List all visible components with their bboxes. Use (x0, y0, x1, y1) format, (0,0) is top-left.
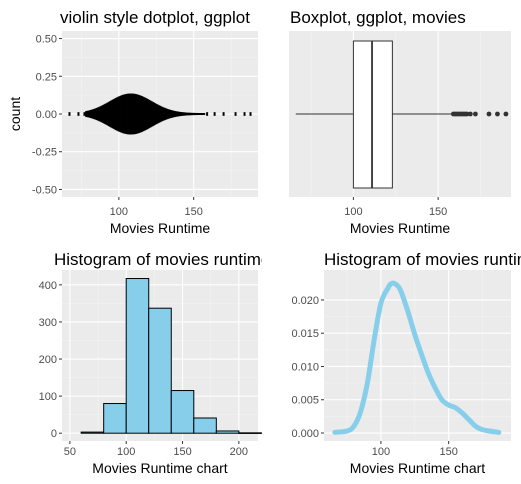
y-tick-label: 0.25 (36, 71, 57, 83)
x-tick-label: 150 (439, 446, 457, 458)
x-axis-label: Movies Runtime (350, 220, 451, 236)
x-tick-label: 100 (110, 206, 128, 218)
y-tick-label: 100 (39, 391, 57, 403)
y-tick-label: 0.00 (36, 109, 57, 121)
y-tick-label: 0.50 (36, 34, 57, 46)
histogram-bar (103, 403, 127, 434)
histogram-panel: 50 100 150 200 0 100 200 300 400 Histogram of mov… (39, 250, 270, 476)
histogram-bar (125, 278, 150, 434)
x-tick-label: 150 (173, 446, 191, 458)
histogram-bar (80, 431, 105, 434)
y-tick-label: 0.010 (291, 361, 319, 373)
y-tick-label: -0.50 (32, 184, 57, 196)
outlier-point (495, 111, 500, 117)
chart-title: violin style dotplot, ggplot (60, 8, 250, 27)
histogram-bar (170, 390, 195, 434)
x-tick-label: 150 (429, 206, 447, 218)
y-tick-label: 0 (51, 428, 57, 440)
x-tick-label: 100 (372, 446, 390, 458)
x-tick-label: 100 (117, 446, 135, 458)
x-axis-label: Movies Runtime chart (92, 460, 227, 476)
panel-background (324, 270, 511, 441)
outlier-point (473, 111, 478, 117)
x-tick-label: 100 (344, 206, 362, 218)
density-line (332, 280, 502, 435)
y-tick-label: -0.25 (32, 147, 57, 159)
x-axis-label: Movies Runtime chart (350, 460, 485, 476)
y-tick-label: 0.000 (291, 428, 319, 440)
outlier-point (486, 111, 492, 117)
x-tick-label: 150 (184, 206, 202, 218)
y-tick-label: 0.020 (291, 295, 319, 307)
x-axis-label: Movies Runtime (110, 220, 211, 236)
chart-title: Histogram of movies runtime (54, 250, 270, 269)
chart-title: Histogram of movies runtime (324, 250, 521, 269)
outlier-point (503, 111, 509, 117)
x-tick-label: 200 (230, 446, 248, 458)
y-tick-label: 300 (39, 317, 57, 329)
density-panel: 100 150 0.000 0.005 0.010 0.015 0.020 Histogram… (291, 250, 521, 476)
chart-title: Boxplot, ggplot, movies (290, 8, 466, 27)
histogram-bar (215, 430, 240, 434)
histogram-bar (238, 432, 262, 434)
histogram-bar (193, 417, 217, 434)
y-tick-label: 0.015 (291, 328, 319, 340)
y-tick-label: 200 (39, 354, 57, 366)
boxplot-panel: 100 150 Boxplot, ggplot, movies Movies Runt… (289, 8, 511, 236)
histogram-bar (148, 307, 172, 434)
outlier-point (464, 111, 470, 117)
y-tick-label: 0.005 (291, 395, 319, 407)
outlier-point (467, 111, 473, 117)
y-axis-label: count (7, 97, 23, 131)
x-tick-label: 50 (64, 446, 76, 458)
y-tick-label: 400 (39, 280, 57, 292)
